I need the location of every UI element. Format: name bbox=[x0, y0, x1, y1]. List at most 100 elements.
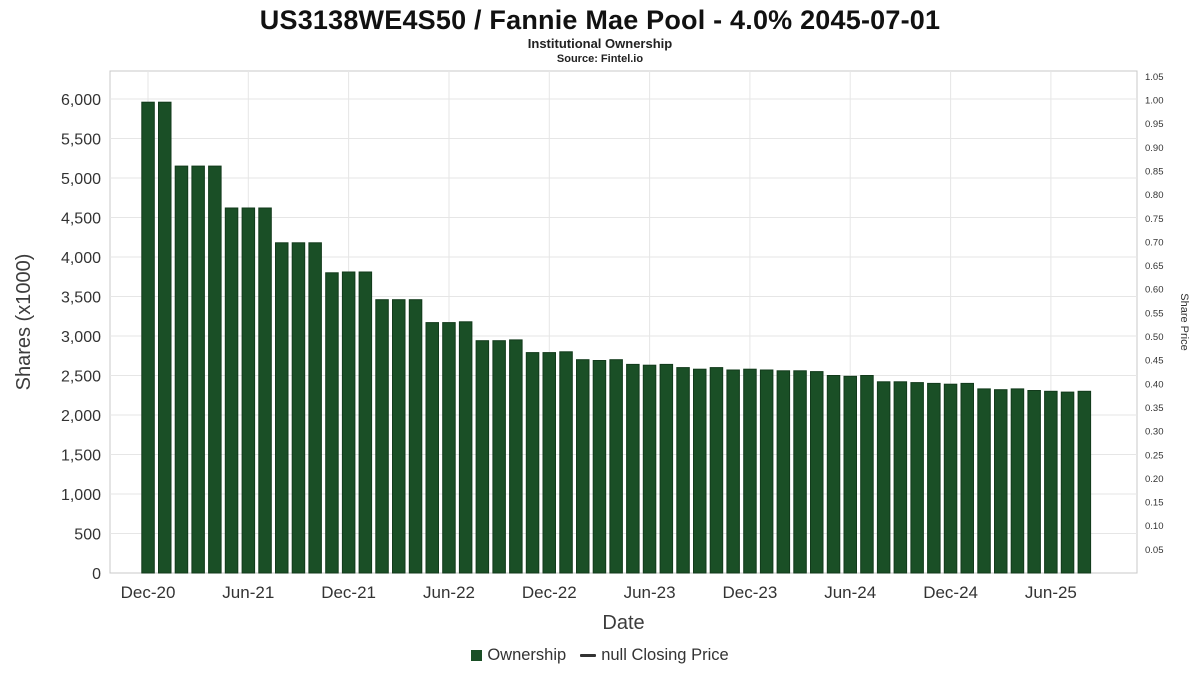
svg-text:0.55: 0.55 bbox=[1145, 308, 1164, 319]
bar-Nov-24[interactable] bbox=[927, 382, 941, 574]
bar-Oct-21[interactable] bbox=[308, 242, 322, 574]
svg-text:4,000: 4,000 bbox=[61, 250, 101, 267]
legend-item-ownership[interactable]: Ownership bbox=[471, 646, 566, 665]
svg-text:0.90: 0.90 bbox=[1145, 143, 1164, 154]
legend-closing-price-label: null Closing Price bbox=[601, 646, 729, 664]
bar-Dec-20[interactable] bbox=[141, 101, 155, 574]
bar-Dec-22[interactable] bbox=[542, 352, 556, 574]
bar-Dec-21[interactable] bbox=[341, 271, 356, 574]
svg-text:0.75: 0.75 bbox=[1145, 214, 1164, 225]
bar-Jun-25[interactable] bbox=[1044, 390, 1058, 574]
chart-legend: Ownership null Closing Price bbox=[0, 646, 1200, 665]
bar-Jul-23[interactable] bbox=[659, 363, 674, 574]
svg-text:3,500: 3,500 bbox=[61, 290, 101, 307]
bar-Apr-25[interactable] bbox=[1010, 388, 1025, 574]
bar-Apr-21[interactable] bbox=[208, 165, 222, 574]
bar-Mar-24[interactable] bbox=[793, 370, 807, 574]
bar-Apr-24[interactable] bbox=[810, 371, 824, 574]
svg-text:0.15: 0.15 bbox=[1145, 498, 1164, 509]
svg-text:Jun-21: Jun-21 bbox=[222, 583, 274, 602]
chart-subtitle: Institutional Ownership bbox=[527, 36, 673, 51]
bar-Nov-21[interactable] bbox=[325, 272, 339, 574]
left-axis-title: Shares (x1000) bbox=[13, 254, 35, 391]
bar-Sep-23[interactable] bbox=[693, 368, 707, 574]
bar-Jan-22[interactable] bbox=[358, 271, 373, 574]
bar-Oct-22[interactable] bbox=[509, 339, 523, 574]
bar-Oct-23[interactable] bbox=[709, 367, 724, 574]
bar-Mar-22[interactable] bbox=[392, 299, 406, 574]
bar-Apr-23[interactable] bbox=[609, 359, 623, 574]
bar-Dec-23[interactable] bbox=[743, 368, 757, 574]
bar-Sep-24[interactable] bbox=[893, 381, 908, 574]
bar-Oct-24[interactable] bbox=[910, 382, 924, 574]
bar-Jul-22[interactable] bbox=[458, 321, 473, 574]
svg-text:0.30: 0.30 bbox=[1145, 427, 1164, 438]
bar-Mar-25[interactable] bbox=[994, 389, 1008, 574]
chart-title: US3138WE4S50 / Fannie Mae Pool - 4.0% 20… bbox=[259, 5, 941, 35]
bar-Jul-24[interactable] bbox=[860, 375, 874, 574]
bar-Jan-21[interactable] bbox=[158, 101, 172, 574]
bar-Feb-23[interactable] bbox=[576, 359, 590, 574]
bar-Jun-24[interactable] bbox=[843, 375, 857, 574]
bar-May-21[interactable] bbox=[224, 207, 239, 574]
bar-May-24[interactable] bbox=[826, 375, 841, 574]
bar-Aug-23[interactable] bbox=[676, 367, 690, 574]
bar-Feb-21[interactable] bbox=[174, 165, 189, 574]
svg-text:3,000: 3,000 bbox=[61, 329, 101, 346]
svg-text:500: 500 bbox=[74, 527, 101, 544]
bar-Jan-25[interactable] bbox=[960, 382, 974, 574]
right-axis-tick-labels: 0.05 0.10 0.15 0.20 0.25 0.30 0.35 0.40 0.45 0.50… bbox=[1145, 72, 1164, 556]
bar-Sep-21[interactable] bbox=[291, 242, 306, 574]
svg-text:0.25: 0.25 bbox=[1145, 450, 1164, 461]
bar-Aug-22[interactable] bbox=[475, 340, 490, 574]
legend-line-icon bbox=[580, 654, 597, 657]
svg-text:1,000: 1,000 bbox=[61, 487, 101, 504]
svg-text:5,000: 5,000 bbox=[61, 171, 101, 188]
svg-text:0.10: 0.10 bbox=[1145, 521, 1164, 532]
bar-Nov-22[interactable] bbox=[525, 352, 540, 574]
right-axis-title: Share Price bbox=[1178, 293, 1190, 350]
bar-Aug-25[interactable] bbox=[1077, 390, 1092, 574]
bar-Feb-24[interactable] bbox=[776, 370, 791, 574]
bar-May-22[interactable] bbox=[425, 322, 439, 574]
bar-Aug-21[interactable] bbox=[275, 242, 289, 574]
svg-text:0: 0 bbox=[92, 566, 101, 583]
bar-Aug-24[interactable] bbox=[876, 381, 891, 574]
bar-Jun-22[interactable] bbox=[442, 322, 456, 574]
bar-May-25[interactable] bbox=[1027, 390, 1041, 574]
svg-text:0.35: 0.35 bbox=[1145, 403, 1164, 414]
svg-text:2,000: 2,000 bbox=[61, 408, 101, 425]
bar-Jul-21[interactable] bbox=[258, 207, 272, 574]
svg-text:2,500: 2,500 bbox=[61, 369, 101, 386]
left-axis-tick-labels: 0 500 1,000 1,500 2,000 2,500 3,000 3,500 4,000 4… bbox=[61, 92, 101, 583]
bar-Dec-24[interactable] bbox=[943, 383, 958, 574]
bar-Jun-23[interactable] bbox=[642, 364, 657, 574]
svg-text:0.05: 0.05 bbox=[1145, 545, 1164, 556]
svg-text:Dec-24: Dec-24 bbox=[923, 583, 978, 602]
bar-Nov-23[interactable] bbox=[726, 369, 740, 574]
bar-Jul-25[interactable] bbox=[1060, 391, 1075, 574]
svg-text:0.80: 0.80 bbox=[1145, 190, 1164, 201]
svg-text:1.00: 1.00 bbox=[1145, 96, 1164, 107]
bar-Jan-24[interactable] bbox=[759, 369, 774, 574]
bar-Jun-21[interactable] bbox=[241, 207, 256, 574]
svg-text:0.45: 0.45 bbox=[1145, 356, 1164, 367]
bar-Feb-25[interactable] bbox=[977, 388, 991, 574]
bar-Apr-22[interactable] bbox=[408, 299, 423, 574]
svg-text:0.65: 0.65 bbox=[1145, 261, 1164, 272]
svg-text:1,500: 1,500 bbox=[61, 448, 101, 465]
x-axis-tick-labels: Dec-20 Jun-21 Dec-21 Jun-22 Dec-22 Jun-23 Dec-… bbox=[121, 583, 1077, 602]
legend-item-closing-price[interactable]: null Closing Price bbox=[580, 646, 729, 665]
bar-Sep-22[interactable] bbox=[492, 340, 506, 574]
svg-text:Dec-21: Dec-21 bbox=[321, 583, 376, 602]
svg-text:0.95: 0.95 bbox=[1145, 119, 1164, 130]
x-axis-title: Date bbox=[602, 612, 644, 634]
svg-text:0.85: 0.85 bbox=[1145, 166, 1164, 177]
bar-Mar-21[interactable] bbox=[191, 165, 205, 574]
bar-Jan-23[interactable] bbox=[559, 351, 573, 574]
svg-text:5,500: 5,500 bbox=[61, 132, 101, 149]
bar-May-23[interactable] bbox=[626, 363, 640, 574]
bar-Feb-22[interactable] bbox=[375, 299, 389, 574]
bar-Mar-23[interactable] bbox=[592, 360, 607, 574]
